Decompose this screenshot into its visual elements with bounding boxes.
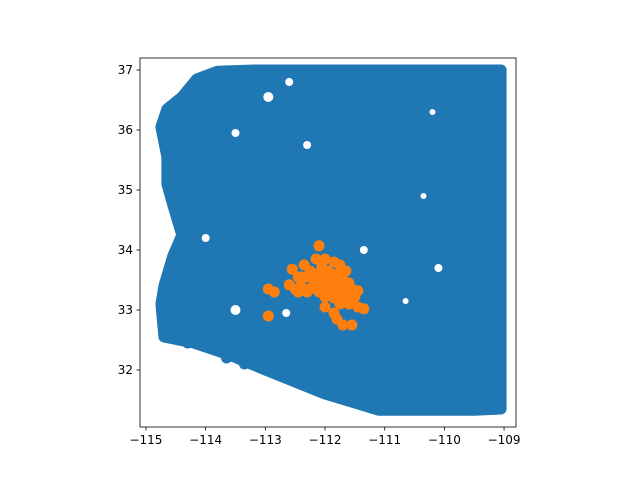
series-2-point: [334, 287, 346, 299]
gap-marker: [231, 129, 240, 137]
gap-marker: [429, 109, 436, 115]
x-tick-label: −115: [129, 433, 162, 447]
x-tick-label: −112: [309, 433, 342, 447]
series-2-point: [286, 263, 298, 275]
gap-marker: [230, 305, 241, 315]
x-axis: −115 −114 −113 −112 −111 −110 −109: [129, 427, 521, 447]
y-tick-label: 32: [118, 363, 133, 377]
series-1-point: [238, 358, 250, 370]
series-1-region: [155, 64, 507, 416]
x-tick-label: −110: [428, 433, 461, 447]
series-2-point: [343, 298, 355, 310]
gap-marker: [402, 298, 409, 304]
series-2-point: [295, 271, 307, 283]
y-axis: 32 33 34 35 36 37: [118, 63, 140, 377]
series-2-point: [337, 319, 349, 331]
x-tick-label: −113: [249, 433, 282, 447]
series-1-point: [182, 337, 194, 349]
series-2-point: [358, 303, 370, 315]
series-2-point: [262, 310, 274, 322]
y-tick-label: 36: [118, 123, 133, 137]
series-2-point: [319, 291, 331, 303]
series-1-point: [177, 117, 189, 129]
y-tick-label: 33: [118, 303, 133, 317]
gap-marker: [282, 309, 291, 317]
y-tick-label: 37: [118, 63, 133, 77]
gap-marker: [420, 193, 427, 199]
series-2-point: [310, 253, 322, 265]
x-tick-label: −109: [488, 433, 521, 447]
series-2-point: [304, 283, 316, 295]
series-2-point: [325, 268, 337, 280]
series-2-point: [334, 298, 346, 310]
gap-marker: [434, 264, 443, 272]
series-1-point: [253, 358, 265, 370]
gap-marker: [285, 78, 294, 86]
series-1-point: [221, 352, 233, 364]
series-2-point: [316, 261, 328, 273]
series-1-point: [268, 358, 280, 370]
gap-marker: [263, 92, 274, 102]
series-2-point: [268, 286, 280, 298]
gap-marker: [201, 234, 210, 242]
series-1-point: [173, 328, 185, 340]
series-1-point: [167, 286, 179, 298]
x-tick-label: −114: [189, 433, 222, 447]
gap-marker: [303, 141, 312, 149]
x-tick-label: −111: [368, 433, 401, 447]
series-2-point: [346, 319, 358, 331]
gap-marker: [359, 246, 368, 254]
series-2-point: [313, 240, 325, 252]
plot-frame: [139, 57, 517, 428]
series-2-point: [292, 286, 304, 298]
series-2-point: [319, 301, 331, 313]
series-2-point: [340, 265, 352, 277]
series-layer: [155, 64, 507, 416]
y-tick-label: 34: [118, 243, 133, 257]
y-tick-label: 35: [118, 183, 133, 197]
